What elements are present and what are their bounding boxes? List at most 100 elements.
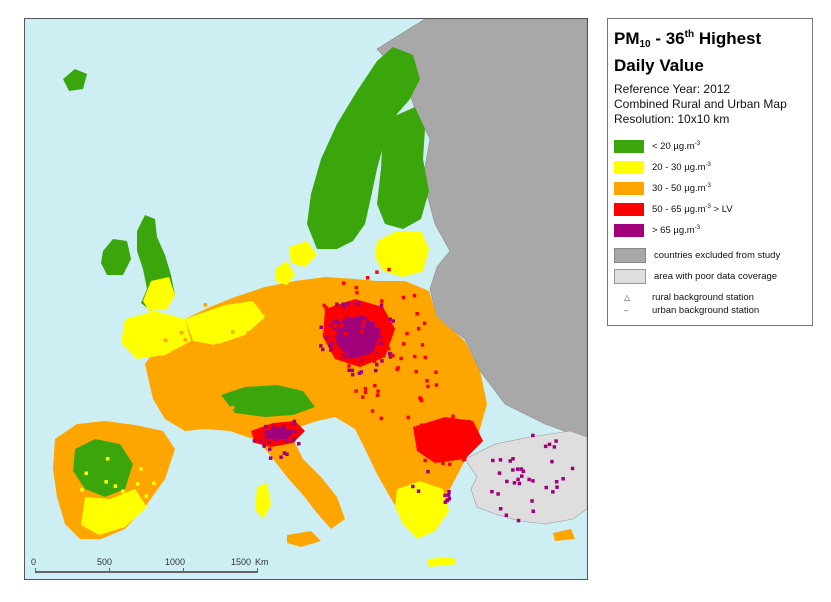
station-marker	[321, 347, 325, 352]
station-marker	[354, 389, 358, 393]
station-marker	[193, 394, 197, 398]
station-marker	[336, 340, 341, 344]
station-marker	[508, 459, 512, 463]
station-marker	[467, 433, 472, 437]
station-marker	[291, 422, 296, 426]
scale-bar: 0 500 1000 1500 Km	[29, 551, 289, 577]
station-marker	[357, 371, 362, 375]
station-marker	[530, 499, 534, 503]
station-marker	[339, 312, 344, 317]
station-marker	[423, 355, 427, 360]
region-greece	[395, 481, 449, 539]
station-marker	[429, 435, 434, 439]
station-marker	[547, 442, 552, 447]
station-marker	[561, 477, 565, 481]
station-marker	[345, 315, 349, 319]
station-marker	[375, 362, 379, 367]
station-marker	[341, 281, 346, 285]
station-marker	[105, 457, 110, 461]
region-iberia-green	[73, 439, 133, 497]
map-panel: 0 500 1000 1500 Km	[24, 18, 588, 580]
station-marker	[279, 455, 283, 459]
legend-row-urban-station: – urban background station	[614, 304, 806, 317]
station-marker	[324, 306, 328, 310]
dash-icon: –	[624, 306, 629, 315]
station-marker	[379, 416, 383, 421]
station-marker	[456, 446, 461, 450]
station-marker	[521, 469, 526, 473]
station-marker	[411, 484, 415, 489]
station-marker	[329, 348, 333, 352]
station-marker	[551, 490, 555, 494]
station-marker	[356, 301, 361, 306]
station-marker	[367, 356, 372, 361]
resolution: Resolution: 10x10 km	[614, 112, 730, 126]
station-marker	[445, 498, 450, 502]
station-marker	[413, 354, 417, 359]
station-marker	[350, 368, 354, 373]
scale-unit: Km	[255, 557, 269, 567]
scale-tick	[183, 568, 184, 573]
region-finland	[377, 107, 429, 229]
station-marker	[238, 380, 243, 385]
station-marker	[362, 319, 366, 323]
station-marker	[152, 481, 156, 485]
title-suffix: Highest	[694, 29, 762, 48]
station-marker	[360, 324, 365, 328]
station-marker	[363, 390, 368, 395]
legend-class-row: 20 - 30 µg.m-3	[614, 157, 806, 178]
poor-coverage-label: area with poor data coverage	[654, 271, 778, 282]
scale-tick	[109, 568, 110, 573]
station-marker	[183, 338, 188, 342]
station-marker	[114, 516, 118, 520]
station-marker	[436, 450, 441, 455]
station-marker	[333, 327, 337, 331]
station-marker	[350, 372, 355, 377]
station-marker	[328, 344, 333, 349]
station-marker	[259, 439, 263, 443]
station-marker	[371, 351, 375, 356]
station-marker	[519, 467, 524, 471]
station-marker	[346, 301, 350, 306]
station-marker	[504, 513, 509, 517]
legend-class-label: 30 - 50 µg.m-3	[652, 183, 711, 194]
station-marker	[214, 343, 219, 347]
station-marker	[341, 302, 345, 306]
legend-class-swatch	[614, 224, 644, 237]
station-marker	[335, 302, 339, 306]
title-superscript: th	[684, 29, 695, 40]
station-marker	[422, 321, 427, 325]
station-marker	[491, 458, 495, 463]
station-marker	[285, 452, 289, 456]
station-marker	[203, 303, 208, 307]
region-balkans-red	[413, 417, 483, 463]
station-marker	[415, 312, 419, 316]
station-marker	[363, 307, 367, 312]
region-alps-green	[221, 385, 315, 417]
station-marker	[448, 434, 452, 439]
station-marker	[139, 467, 143, 471]
station-marker	[374, 352, 378, 356]
station-marker	[119, 518, 123, 523]
poor-coverage-swatch	[614, 269, 646, 284]
station-marker	[434, 370, 438, 374]
triangle-icon: △	[624, 293, 631, 302]
legend-classes: < 20 µg.m-3 20 - 30 µg.m-3 30 - 50 µg.m-3 5…	[614, 136, 806, 241]
station-marker	[497, 471, 502, 475]
region-scandinavia	[307, 47, 420, 249]
station-marker	[405, 331, 409, 336]
station-marker	[354, 285, 359, 290]
station-marker	[446, 493, 451, 497]
station-marker	[387, 267, 391, 272]
station-marker	[353, 353, 357, 357]
station-marker	[355, 290, 359, 295]
station-marker	[347, 368, 351, 372]
station-marker	[426, 469, 430, 474]
station-marker	[439, 449, 444, 454]
station-marker	[202, 354, 206, 359]
station-marker	[347, 320, 351, 324]
station-marker	[272, 424, 276, 429]
station-marker	[264, 424, 268, 429]
station-marker	[498, 458, 503, 462]
station-marker	[360, 358, 364, 362]
